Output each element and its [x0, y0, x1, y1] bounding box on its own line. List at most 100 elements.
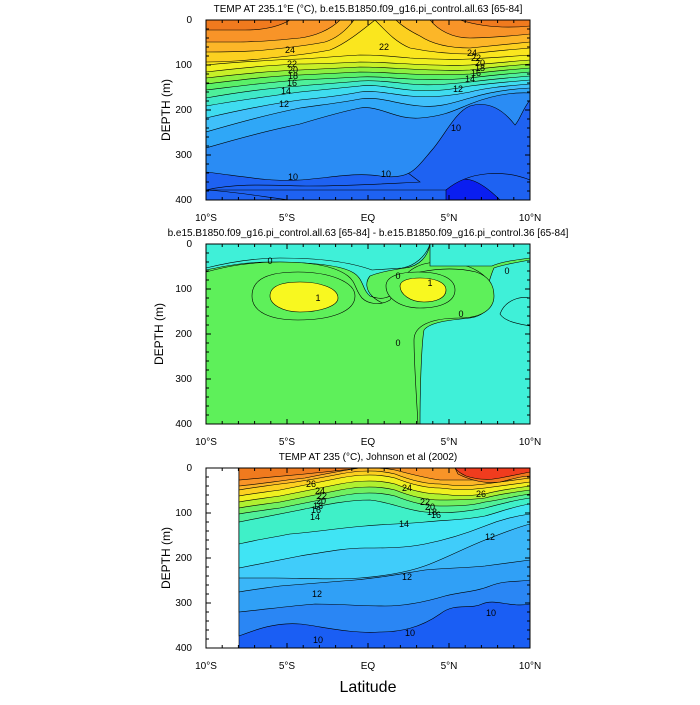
panel-1-contour-label: 18 — [475, 63, 485, 73]
panel-1: TEMP AT 235.1°E (°C), b.e15.B1850.f09_g1… — [159, 4, 541, 224]
panel-1-x-tick-label: 5°S — [279, 213, 296, 224]
panel-2-x-tick-label: EQ — [361, 437, 376, 448]
panel-3-title: TEMP AT 235 (°C), Johnson et al (2002) — [279, 452, 458, 463]
panel-3: TEMP AT 235 (°C), Johnson et al (2002) 2… — [159, 452, 541, 696]
panel-3-contour-label: 24 — [402, 483, 412, 493]
panel-2-contour-label: 0 — [395, 338, 400, 348]
panel-1-y-ticks: 0 100 200 300 400 — [175, 15, 192, 206]
panel-1-contour-label: 10 — [288, 172, 298, 182]
panel-3-contour-label: 10 — [486, 608, 496, 618]
panel-2-y-axis-label: DEPTH (m) — [152, 303, 166, 365]
panel-2-contour-label: 1 — [315, 293, 320, 303]
panel-1-contour-label: 14 — [281, 86, 291, 96]
panel-1-contour-label: 12 — [453, 84, 463, 94]
panel-1-contour-label: 24 — [285, 45, 295, 55]
panel-3-contour-label: 20 — [316, 496, 326, 506]
panel-3-x-tick-label: EQ — [361, 661, 376, 672]
panel-3-y-tick-label: 300 — [175, 598, 192, 609]
panel-1-contour-label: 14 — [465, 74, 475, 84]
panel-1-contour-label: 22 — [287, 59, 297, 69]
panel-2-y-ticks: 0 100 200 300 400 — [175, 239, 192, 430]
panel-1-y-tick-label: 100 — [175, 60, 192, 71]
panel-2-y-tick-label: 300 — [175, 374, 192, 385]
panel-2-y-tick-label: 400 — [175, 419, 192, 430]
panel-1-band-24 — [206, 20, 530, 43]
panel-1-x-ticks: 10°S 5°S EQ 5°N 10°N — [195, 213, 541, 224]
panel-1-y-tick-label: 200 — [175, 105, 192, 116]
panel-2-contour-label: 0 — [458, 309, 463, 319]
panel-3-contour-label: 14 — [310, 512, 320, 522]
panel-2-title: b.e15.B1850.f09_g16.pi_control.all.63 [6… — [168, 228, 569, 239]
panel-3-x-tick-label: 5°S — [279, 661, 296, 672]
panel-3-contour-label: 12 — [485, 532, 495, 542]
panel-1-y-tick-label: 400 — [175, 195, 192, 206]
panel-3-contour-label: 12 — [312, 589, 322, 599]
panel-2-contour-label: 1 — [427, 278, 432, 288]
panel-1-x-tick-label: EQ — [361, 213, 376, 224]
panel-3-contour-label: 14 — [399, 519, 409, 529]
panel-2-x-tick-label: 10°N — [519, 437, 541, 448]
panel-3-plot-area — [238, 468, 530, 648]
panel-3-band-26 — [238, 468, 530, 483]
panel-3-x-tick-label: 5°N — [441, 661, 458, 672]
panel-3-contour-label: 12 — [402, 572, 412, 582]
panel-3-contour-label: 26 — [476, 489, 486, 499]
panel-1-x-tick-label: 10°S — [195, 213, 217, 224]
panel-3-y-tick-label: 200 — [175, 553, 192, 564]
panel-2-contour-label: 0 — [395, 271, 400, 281]
panel-1-contour-label: 10 — [381, 169, 391, 179]
panel-2-x-tick-label: 10°S — [195, 437, 217, 448]
panel-3-y-tick-label: 100 — [175, 508, 192, 519]
panel-2-plot-area — [206, 244, 530, 424]
panel-3-contour-label: 24 — [315, 486, 325, 496]
panel-2-blob-1-right — [399, 277, 447, 303]
panel-2-contour-label: 0 — [267, 256, 272, 266]
panel-1-y-tick-label: 0 — [186, 15, 192, 26]
panel-3-contour-label: 22 — [420, 497, 430, 507]
panel-1-contour-label: 22 — [471, 53, 481, 63]
panel-2-y-tick-label: 0 — [186, 239, 192, 250]
panel-2-y-tick-label: 200 — [175, 329, 192, 340]
panel-1-contour-label: 20 — [288, 65, 298, 75]
panel-3-y-ticks: 0 100 200 300 400 — [175, 463, 192, 654]
tick-marks — [205, 19, 531, 649]
panel-1-contour-label: 22 — [379, 42, 389, 52]
panel-2-x-tick-label: 5°N — [441, 437, 458, 448]
panel-3-contour-label: 16 — [431, 510, 441, 520]
panel-1-contour-label: 20 — [475, 58, 485, 68]
panel-3-band-28 — [454, 468, 530, 480]
panel-1-contour-label: 24 — [467, 48, 477, 58]
panel-3-contour-label: 18 — [427, 507, 437, 517]
panel-2-x-ticks: 10°S 5°S EQ 5°N 10°N — [195, 437, 541, 448]
panel-1-contour-label: 16 — [471, 68, 481, 78]
panel-3-contour-label: 22 — [317, 491, 327, 501]
panel-1-x-tick-label: 10°N — [519, 213, 541, 224]
panel-3-x-tick-label: 10°N — [519, 661, 541, 672]
panel-3-contour-label: 10 — [405, 628, 415, 638]
panel-1-contour-label: 16 — [287, 78, 297, 88]
panel-3-contour-label: 16 — [311, 505, 321, 515]
panel-1-plot-area — [206, 20, 530, 200]
panel-3-x-tick-label: 10°S — [195, 661, 217, 672]
panel-1-contour-label: 12 — [279, 99, 289, 109]
panel-2-y-tick-label: 100 — [175, 284, 192, 295]
panel-1-contour-label: 10 — [451, 123, 461, 133]
panel-3-contour-label: 10 — [313, 635, 323, 645]
panel-3-x-ticks: 10°S 5°S EQ 5°N 10°N — [195, 661, 541, 672]
panel-1-y-axis-label: DEPTH (m) — [159, 79, 173, 141]
panel-2-contour-label: 0 — [504, 266, 509, 276]
panel-2: b.e15.B1850.f09_g16.pi_control.all.63 [6… — [152, 228, 569, 448]
panel-1-title: TEMP AT 235.1°E (°C), b.e15.B1850.f09_g1… — [214, 4, 523, 15]
panel-3-contour-label: 20 — [425, 502, 435, 512]
panel-1-x-tick-label: 5°N — [441, 213, 458, 224]
panel-2-patch-neg-right — [499, 297, 530, 327]
panel-3-contour-label: 26 — [306, 479, 316, 489]
panel-1-y-tick-label: 300 — [175, 150, 192, 161]
x-axis-label: Latitude — [340, 679, 397, 696]
panel-3-y-tick-label: 0 — [186, 463, 192, 474]
panel-3-y-tick-label: 400 — [175, 643, 192, 654]
panel-2-blob-1-left — [269, 281, 339, 313]
panel-3-y-axis-label: DEPTH (m) — [159, 527, 173, 589]
panel-2-x-tick-label: 5°S — [279, 437, 296, 448]
